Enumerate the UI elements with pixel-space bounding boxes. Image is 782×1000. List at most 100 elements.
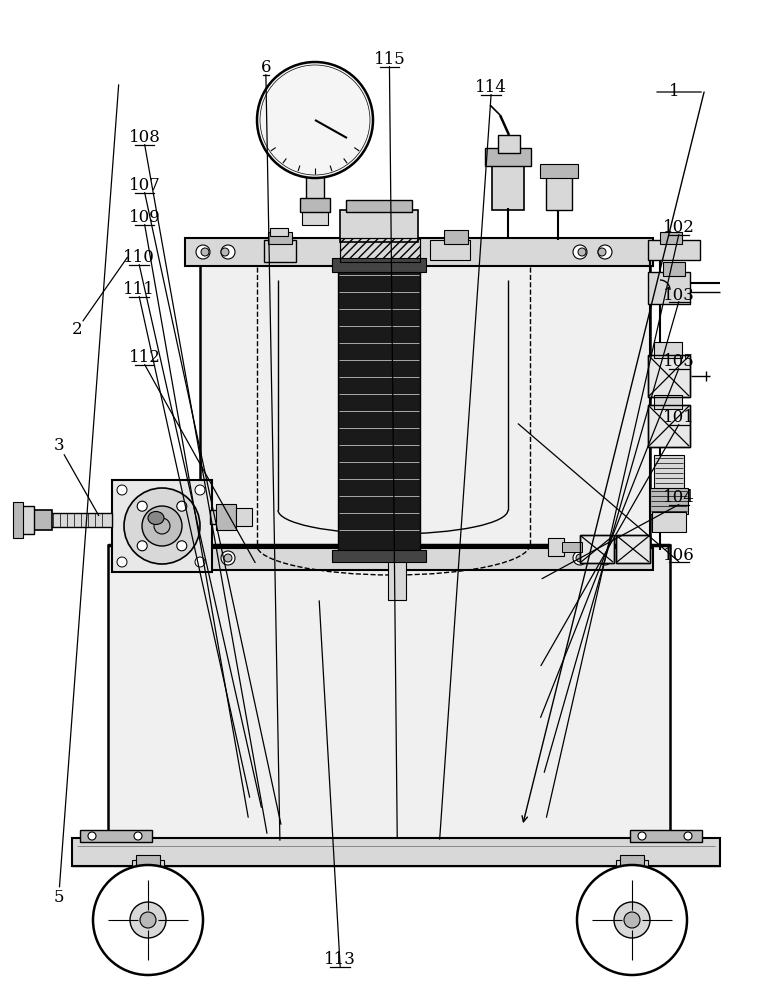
Bar	[654, 455, 684, 491]
Bar	[648, 240, 700, 260]
Circle shape	[117, 485, 127, 495]
Bar	[648, 355, 690, 397]
Circle shape	[137, 501, 147, 511]
Circle shape	[195, 485, 205, 495]
Circle shape	[221, 245, 235, 259]
Bar	[492, 155, 524, 210]
Bar	[332, 258, 426, 272]
Bar	[388, 265, 406, 600]
Bar	[616, 535, 650, 563]
Circle shape	[598, 248, 606, 256]
Text: 101: 101	[663, 410, 694, 426]
Circle shape	[142, 506, 182, 546]
Bar	[332, 550, 426, 562]
Bar	[80, 830, 152, 842]
Circle shape	[576, 554, 584, 562]
Circle shape	[638, 832, 646, 840]
Bar	[216, 504, 236, 530]
Circle shape	[154, 518, 170, 534]
Circle shape	[573, 551, 587, 565]
Text: 115: 115	[374, 51, 405, 68]
Bar	[338, 265, 420, 553]
Circle shape	[614, 902, 650, 938]
Circle shape	[578, 248, 586, 256]
Bar	[648, 405, 690, 447]
Bar	[264, 240, 296, 262]
Text: 104: 104	[663, 489, 694, 506]
Circle shape	[199, 554, 207, 562]
Text: 1: 1	[669, 84, 680, 101]
Circle shape	[684, 832, 692, 840]
Text: 114: 114	[475, 80, 507, 97]
Circle shape	[201, 248, 209, 256]
Bar	[580, 535, 614, 563]
Bar	[444, 230, 468, 244]
Bar	[660, 232, 682, 244]
Bar	[620, 855, 644, 865]
Text: 2: 2	[71, 322, 82, 338]
Bar	[20, 506, 34, 534]
Bar	[630, 830, 702, 842]
Bar	[498, 135, 520, 153]
Bar	[485, 148, 531, 166]
Bar	[185, 238, 653, 266]
Circle shape	[221, 248, 229, 256]
Bar	[340, 238, 420, 262]
Bar	[72, 838, 720, 866]
Bar	[108, 545, 670, 840]
Bar	[13, 502, 23, 538]
Circle shape	[224, 554, 232, 562]
Circle shape	[140, 912, 156, 928]
Bar	[648, 272, 690, 304]
Bar	[132, 860, 164, 880]
Text: 3: 3	[53, 436, 64, 454]
Bar	[540, 164, 578, 178]
Circle shape	[88, 832, 96, 840]
Circle shape	[130, 902, 166, 938]
Circle shape	[624, 912, 640, 928]
Bar	[340, 238, 420, 262]
Bar	[430, 240, 470, 260]
Bar	[562, 542, 582, 552]
Bar	[648, 405, 690, 447]
Circle shape	[117, 557, 127, 567]
Bar	[302, 210, 328, 225]
Circle shape	[598, 551, 612, 565]
Bar	[300, 198, 330, 212]
Circle shape	[177, 541, 187, 551]
Circle shape	[196, 551, 210, 565]
Bar	[616, 860, 648, 880]
Text: 102: 102	[663, 220, 694, 236]
Circle shape	[577, 865, 687, 975]
Bar	[654, 395, 682, 409]
Bar	[112, 480, 212, 572]
Bar	[663, 262, 685, 276]
Text: 109: 109	[129, 210, 160, 227]
Circle shape	[137, 541, 147, 551]
Bar	[548, 538, 564, 556]
Bar	[210, 510, 242, 524]
Text: 103: 103	[663, 286, 694, 304]
Ellipse shape	[148, 512, 164, 524]
Circle shape	[221, 551, 235, 565]
Bar	[616, 535, 650, 563]
Bar	[136, 855, 160, 865]
Bar	[650, 488, 688, 514]
Circle shape	[177, 501, 187, 511]
Text: 110: 110	[124, 249, 155, 266]
Bar	[236, 508, 252, 526]
Bar	[652, 512, 686, 532]
Bar	[648, 355, 690, 397]
Circle shape	[195, 557, 205, 567]
Bar	[306, 175, 324, 203]
Circle shape	[257, 62, 373, 178]
Bar	[580, 535, 614, 563]
Bar	[268, 232, 292, 244]
Bar	[546, 170, 572, 210]
Circle shape	[93, 865, 203, 975]
Text: 5: 5	[53, 890, 64, 906]
Text: 107: 107	[129, 178, 160, 194]
Text: 112: 112	[129, 350, 160, 366]
Circle shape	[573, 245, 587, 259]
Bar	[340, 210, 418, 242]
